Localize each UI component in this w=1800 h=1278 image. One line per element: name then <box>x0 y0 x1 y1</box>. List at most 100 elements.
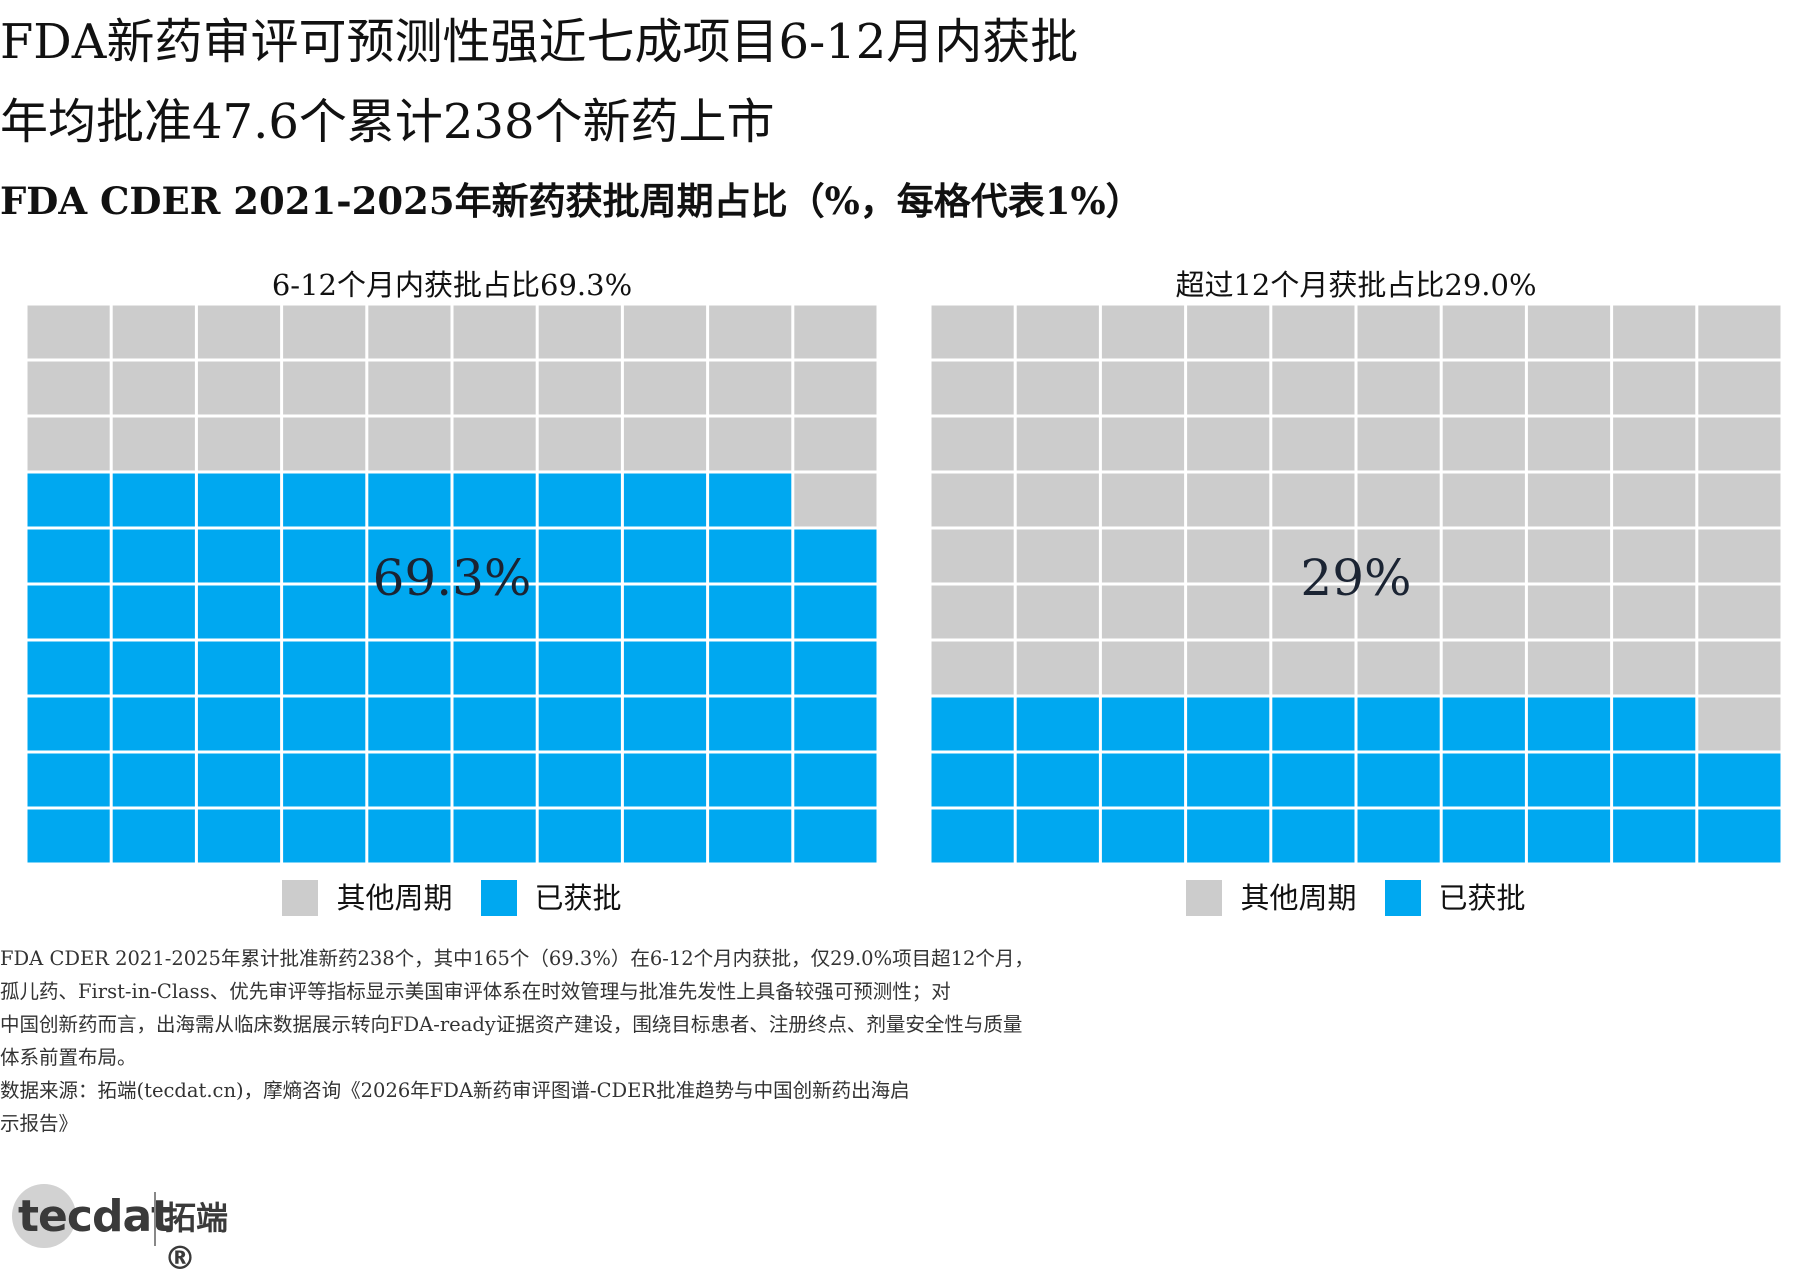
waffle-grid: 69.3% <box>26 304 878 864</box>
note-line: 体系前置布局。 <box>0 1046 137 1069</box>
waffle-cell-other <box>197 305 281 359</box>
center-value-label: 29% <box>1300 549 1412 607</box>
waffle-cell-approved <box>794 697 877 751</box>
waffle-cell-approved <box>283 753 366 807</box>
waffle-cell-other <box>931 417 1014 471</box>
waffle-cell-approved <box>1442 809 1525 863</box>
waffle-cell-other <box>1442 473 1525 527</box>
waffle-cell-other <box>1272 361 1355 415</box>
waffle-cell-approved <box>538 641 621 695</box>
chart-title-line2: 年均批准47.6个累计238个新药上市 <box>0 94 775 150</box>
waffle-cell-approved <box>1442 697 1525 751</box>
waffle-cell-other <box>1698 641 1781 695</box>
note-line: 中国创新药而言，出海需从临床数据展示转向FDA-ready证据资产建设，围绕目标… <box>0 1013 1023 1036</box>
waffle-cell-approved <box>283 697 366 751</box>
waffle-cell-other <box>1613 529 1696 583</box>
waffle-cell-other <box>1527 305 1611 359</box>
waffle-cell-approved <box>931 809 1014 863</box>
waffle-cell-other <box>1272 529 1355 583</box>
center-value-label: 69.3% <box>372 549 532 607</box>
waffle-cell-approved <box>538 753 621 807</box>
footnotes: FDA CDER 2021-2025年累计批准新药238个，其中165个（69.… <box>0 942 1200 1140</box>
waffle-cell-other <box>1357 529 1440 583</box>
waffle-cell-other <box>1187 529 1270 583</box>
waffle-cell-other <box>112 305 195 359</box>
legend: 其他周期 已获批 <box>26 880 878 916</box>
waffle-cell-other <box>623 417 707 471</box>
waffle-cell-other <box>1016 473 1099 527</box>
chart-title-line1: FDA新药审评可预测性强近七成项目6-12月内获批 <box>0 14 1079 70</box>
waffle-cell-approved <box>1272 809 1355 863</box>
waffle-cell-other <box>283 361 366 415</box>
waffle-cell-other <box>1272 305 1355 359</box>
waffle-cell-other <box>1272 585 1355 639</box>
waffle-cell-other <box>1016 641 1099 695</box>
waffle-cell-approved <box>197 529 281 583</box>
waffle-cell-other <box>283 417 366 471</box>
waffle-cell-other <box>368 417 451 471</box>
waffle-cell-approved <box>453 697 536 751</box>
waffle-cell-other <box>1187 417 1270 471</box>
waffle-cell-approved <box>197 585 281 639</box>
waffle-cell-approved <box>453 809 536 863</box>
waffle-cell-other <box>1101 361 1185 415</box>
waffle-cell-approved <box>283 529 366 583</box>
waffle-cell-other <box>1613 305 1696 359</box>
waffle-cell-other <box>1698 529 1781 583</box>
waffle-cell-approved <box>623 697 707 751</box>
waffle-cell-approved <box>112 641 195 695</box>
waffle-cell-other <box>1016 361 1099 415</box>
waffle-cell-other <box>197 417 281 471</box>
waffle-cell-approved <box>27 641 110 695</box>
waffle-cell-approved <box>623 641 707 695</box>
waffle-cell-approved <box>368 641 451 695</box>
waffle-panel-6-12-months: 6-12个月内获批占比69.3% 69.3% 其他周期 已获批 <box>26 268 878 938</box>
waffle-cell-other <box>27 305 110 359</box>
waffle-cell-approved <box>623 753 707 807</box>
waffle-cell-approved <box>27 697 110 751</box>
waffle-cell-approved <box>1101 697 1185 751</box>
waffle-cell-approved <box>283 809 366 863</box>
waffle-cell-approved <box>453 641 536 695</box>
waffle-cell-approved <box>112 529 195 583</box>
waffle-cell-approved <box>1613 809 1696 863</box>
waffle-cell-other <box>623 305 707 359</box>
waffle-cell-other <box>709 305 792 359</box>
waffle-cell-other <box>931 585 1014 639</box>
waffle-cell-other <box>1016 417 1099 471</box>
waffle-cell-other <box>931 641 1014 695</box>
waffle-cell-other <box>538 417 621 471</box>
waffle-cell-other <box>1357 585 1440 639</box>
waffle-cell-approved <box>368 585 451 639</box>
note-line: FDA CDER 2021-2025年累计批准新药238个，其中165个（69.… <box>0 947 1034 970</box>
waffle-cell-approved <box>709 809 792 863</box>
waffle-cell-approved <box>794 809 877 863</box>
waffle-cell-other <box>1187 305 1270 359</box>
legend-swatch-approved <box>480 880 517 916</box>
waffle-cell-other <box>538 361 621 415</box>
legend-item-other: 其他周期 <box>1186 880 1357 916</box>
waffle-cell-other <box>794 473 877 527</box>
waffle-cell-other <box>1613 361 1696 415</box>
waffle-cell-approved <box>27 809 110 863</box>
waffle-cell-other <box>1527 529 1611 583</box>
waffle-cell-approved <box>197 473 281 527</box>
waffle-cell-other <box>931 529 1014 583</box>
waffle-cell-other <box>1613 473 1696 527</box>
waffle-cell-other <box>709 417 792 471</box>
waffle-cell-other <box>1442 641 1525 695</box>
waffle-cell-approved <box>27 529 110 583</box>
waffle-cell-approved <box>709 753 792 807</box>
waffle-cell-approved <box>112 809 195 863</box>
waffle-cell-other <box>1357 305 1440 359</box>
waffle-cell-approved <box>1187 697 1270 751</box>
legend-label-approved: 已获批 <box>534 881 622 915</box>
waffle-cell-other <box>1527 473 1611 527</box>
waffle-cell-other <box>1698 417 1781 471</box>
waffle-cell-other <box>794 305 877 359</box>
waffle-cell-approved <box>112 753 195 807</box>
waffle-cell-other <box>453 361 536 415</box>
waffle-grid: 29% <box>930 304 1782 864</box>
waffle-cell-other <box>1442 305 1525 359</box>
waffle-cell-approved <box>1187 809 1270 863</box>
